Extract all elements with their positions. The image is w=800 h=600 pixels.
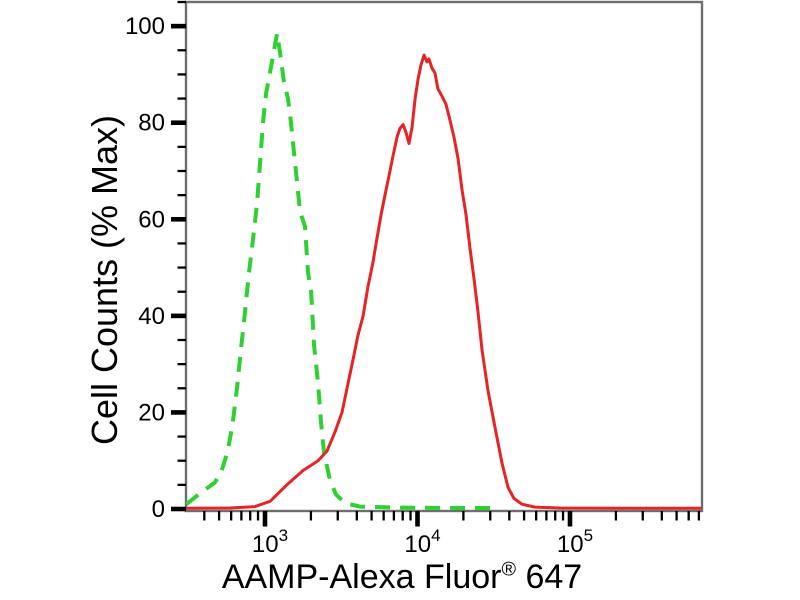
curve-negative-control: [185, 31, 495, 510]
x-axis-title: AAMP-Alexa Fluor® 647: [222, 558, 582, 597]
y-tick-label: 80: [138, 110, 165, 137]
y-tick-label: 60: [138, 206, 165, 233]
registered-trademark-icon: ®: [501, 558, 516, 581]
x-tick-label: 104: [404, 526, 440, 558]
y-tick-label: 100: [125, 13, 165, 40]
x-tick-label: 105: [557, 526, 593, 558]
x-tick-label: 103: [252, 526, 288, 558]
x-axis-title-suffix: 647: [515, 558, 583, 596]
curve-AAMP-antibody: [186, 53, 702, 510]
x-axis-title-text: AAMP-Alexa Fluor: [221, 558, 502, 596]
y-axis-title: Cell Counts (% Max): [84, 114, 125, 446]
y-tick-label: 0: [152, 496, 165, 523]
plot-frame: [184, 0, 704, 513]
y-tick-label: 20: [138, 399, 165, 426]
y-tick-label: 40: [138, 303, 165, 330]
